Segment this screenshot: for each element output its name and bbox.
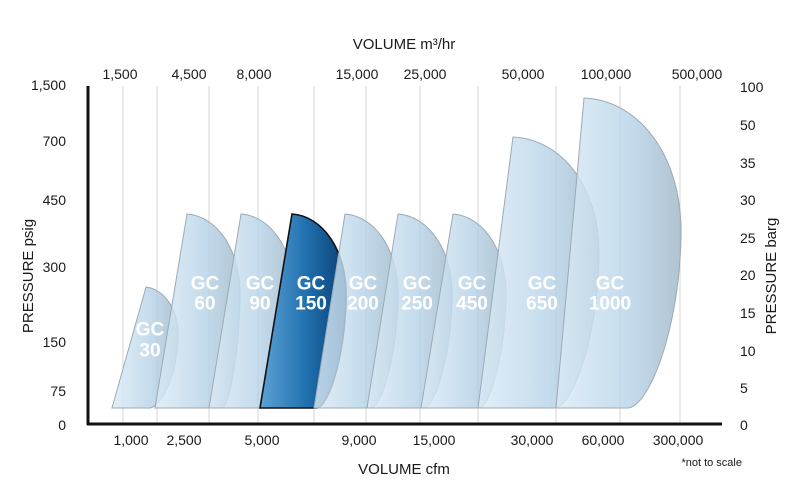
bottom-axis-tick: 1,000 [113, 432, 148, 448]
shape-label-line1: GC [528, 274, 557, 295]
left-axis-tick: 0 [58, 417, 66, 433]
shape-label-line2: 200 [347, 294, 379, 315]
right-axis-label: PRESSURE barg [763, 218, 780, 335]
right-axis-tick: 10 [740, 343, 756, 359]
shape-label-line2: 150 [295, 294, 327, 315]
shape-label-line2: 450 [456, 294, 488, 315]
model-shapes: GC30GC60GC90GC150GC200GC250GC450GC650GC1… [111, 97, 682, 409]
shape-label-line2: 1000 [589, 294, 631, 315]
top-axis-tick: 8,000 [236, 66, 271, 82]
top-axis-label: VOLUME m³/hr [353, 36, 456, 53]
shape-label-line1: GC [297, 274, 326, 295]
right-axis-tick: 30 [740, 192, 756, 208]
shape-label-line1: GC [191, 274, 220, 295]
shape-label-line1: GC [596, 274, 625, 295]
left-axis-tick: 1,500 [31, 77, 66, 93]
left-axis-tick: 75 [50, 383, 66, 399]
right-axis-tick: 50 [740, 117, 756, 133]
right-axis-tick: 35 [740, 155, 756, 171]
shape-label-line2: 250 [401, 294, 433, 315]
bottom-axis-tick: 5,000 [244, 432, 279, 448]
top-axis-tick: 1,500 [102, 66, 137, 82]
left-axis-tick: 150 [43, 334, 67, 350]
shape-label-line1: GC [349, 274, 378, 295]
shape-label-line1: GC [458, 274, 487, 295]
right-axis-tick: 15 [740, 305, 756, 321]
shape-label-line2: 60 [194, 294, 215, 315]
right-axis-tick: 20 [740, 267, 756, 283]
right-axis-tick: 25 [740, 230, 756, 246]
axes [86, 86, 722, 426]
top-axis-tick: 15,000 [336, 66, 379, 82]
shape-label-line1: GC [246, 274, 275, 295]
shape-gc-1000 [555, 97, 682, 409]
bottom-axis-tick: 2,500 [166, 432, 201, 448]
right-axis-tick: 100 [740, 79, 764, 95]
shape-label-line1: GC [403, 274, 432, 295]
bottom-axis-tick: 60,000 [582, 432, 625, 448]
left-axis-tick: 450 [43, 192, 67, 208]
top-axis-tick: 4,500 [171, 66, 206, 82]
left-axis-tick: 700 [43, 133, 67, 149]
tick-labels: 1,500 4,500 8,000 15,000 25,000 50,000 100,000… [31, 66, 764, 448]
bottom-axis-tick: 300,000 [653, 432, 704, 448]
not-to-scale-note: *not to scale [681, 457, 742, 469]
bottom-axis-tick: 30,000 [511, 432, 554, 448]
left-axis-tick: 300 [43, 259, 67, 275]
bottom-axis-tick: 9,000 [341, 432, 376, 448]
top-axis-tick: 100,000 [581, 66, 632, 82]
bottom-axis-label: VOLUME cfm [358, 461, 450, 478]
shape-label-line1: GC [136, 320, 165, 341]
shape-label-line2: 30 [139, 341, 160, 362]
right-axis-tick: 0 [740, 417, 748, 433]
right-axis-tick: 5 [740, 380, 748, 396]
bottom-axis-tick: 15,000 [413, 432, 456, 448]
shape-label-line2: 650 [526, 294, 558, 315]
top-axis-tick: 500,000 [672, 66, 723, 82]
left-axis-label: PRESSURE psig [20, 219, 37, 333]
top-axis-tick: 50,000 [502, 66, 545, 82]
shape-label-line2: 90 [249, 294, 270, 315]
top-axis-tick: 25,000 [404, 66, 447, 82]
